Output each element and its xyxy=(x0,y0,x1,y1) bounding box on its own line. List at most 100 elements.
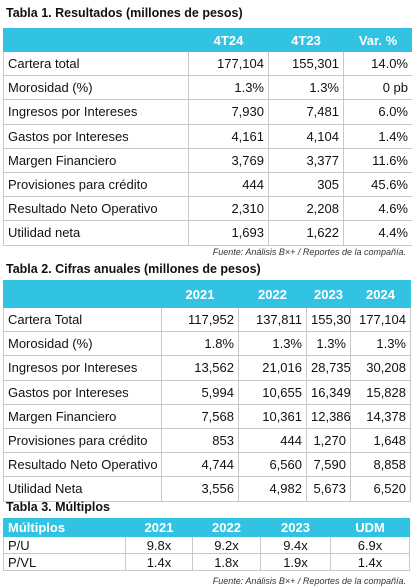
table-cell: P/U xyxy=(4,537,126,554)
table-cell: 15,828 xyxy=(351,380,411,404)
table-title: Tabla 3. Múltiplos xyxy=(6,500,110,514)
table-cell: 853 xyxy=(162,428,239,452)
header-cell: 4T24 xyxy=(189,29,269,52)
table-row: Morosidad (%)1.3%1.3%0 pb xyxy=(4,76,412,100)
table-cell: 14,378 xyxy=(351,404,411,428)
table-cell: 3,556 xyxy=(162,477,239,501)
table-cell: 6,560 xyxy=(239,453,307,477)
table-cell: Ingresos por Intereses xyxy=(4,356,162,380)
table-cell: 7,930 xyxy=(189,100,269,124)
table-cell: 4,161 xyxy=(189,124,269,148)
table-cell: 0 pb xyxy=(344,76,412,100)
header-cell: 2024 xyxy=(351,281,411,308)
table-cell: 1.4x xyxy=(331,554,410,571)
table-title: Tabla 2. Cifras anuales (millones de pes… xyxy=(6,262,261,276)
table-cell: Cartera Total xyxy=(4,308,162,332)
table-cell: 6.0% xyxy=(344,100,412,124)
source-note: Fuente: Análisis B×+ / Reportes de la co… xyxy=(213,247,406,257)
table-cell: Resultado Neto Operativo xyxy=(4,453,162,477)
table-cell: 14.0% xyxy=(344,52,412,76)
table-cell: 4.6% xyxy=(344,197,412,221)
table-cell: 137,811 xyxy=(239,308,307,332)
header-cell: 2022 xyxy=(193,519,261,537)
table-title: Tabla 1. Resultados (millones de pesos) xyxy=(6,6,243,20)
table-cell: 8,858 xyxy=(351,453,411,477)
table-cell: 4,982 xyxy=(239,477,307,501)
table-row: Cartera Total117,952137,811155,301177,10… xyxy=(4,308,411,332)
table-cell: 1.4% xyxy=(344,124,412,148)
table-cell: 1.3% xyxy=(307,332,351,356)
table-cell: 1.3% xyxy=(189,76,269,100)
table-row: Morosidad (%)1.8%1.3%1.3%1.3% xyxy=(4,332,411,356)
table-cell: 28,735 xyxy=(307,356,351,380)
table-cell: 9.8x xyxy=(126,537,193,554)
table-cell: 6,520 xyxy=(351,477,411,501)
table-cell: 1.4x xyxy=(126,554,193,571)
table-cell: 1.8% xyxy=(162,332,239,356)
header-cell: 2023 xyxy=(261,519,331,537)
table-cell: 10,655 xyxy=(239,380,307,404)
table-cell: 7,568 xyxy=(162,404,239,428)
table-cell: 3,377 xyxy=(269,148,344,172)
table-cell: 9.2x xyxy=(193,537,261,554)
table-cell: 30,208 xyxy=(351,356,411,380)
table-cell: 4.4% xyxy=(344,221,412,245)
table-cell: Margen Financiero xyxy=(4,404,162,428)
header-cell: 2021 xyxy=(126,519,193,537)
table-cell: Utilidad Neta xyxy=(4,477,162,501)
table-cell: 9.4x xyxy=(261,537,331,554)
header-cell: 4T23 xyxy=(269,29,344,52)
table-cell: 16,349 xyxy=(307,380,351,404)
table-cell: 177,104 xyxy=(351,308,411,332)
table-cell: 1,693 xyxy=(189,221,269,245)
table-cell: 6.9x xyxy=(331,537,410,554)
header-cell: Múltiplos xyxy=(4,519,126,537)
table-cell: 1.3% xyxy=(239,332,307,356)
table-cell: Resultado Neto Operativo xyxy=(4,197,189,221)
table-cell: 1.3% xyxy=(269,76,344,100)
table-cell: Provisiones para crédito xyxy=(4,172,189,196)
table-cell: Margen Financiero xyxy=(4,148,189,172)
header-cell xyxy=(4,281,162,308)
table-cell: Gastos por Intereses xyxy=(4,380,162,404)
table-cell: P/VL xyxy=(4,554,126,571)
header-cell xyxy=(4,29,189,52)
table-cell: 444 xyxy=(189,172,269,196)
table-cell: 21,016 xyxy=(239,356,307,380)
table-cell: Gastos por Intereses xyxy=(4,124,189,148)
table-cell: 1,270 xyxy=(307,428,351,452)
header-cell: 2023 xyxy=(307,281,351,308)
table-cell: 4,104 xyxy=(269,124,344,148)
table-cell: 5,673 xyxy=(307,477,351,501)
table-cell: 2,310 xyxy=(189,197,269,221)
header-cell: 2022 xyxy=(239,281,307,308)
table-cell: Morosidad (%) xyxy=(4,76,189,100)
table-cell: 117,952 xyxy=(162,308,239,332)
table-cell: 13,562 xyxy=(162,356,239,380)
table-cell: 12,386 xyxy=(307,404,351,428)
table-cell: 5,994 xyxy=(162,380,239,404)
table-cell: 1,622 xyxy=(269,221,344,245)
table-cell: 1.3% xyxy=(351,332,411,356)
table-cell: 7,481 xyxy=(269,100,344,124)
table-cell: 155,301 xyxy=(269,52,344,76)
header-cell: Var. % xyxy=(344,29,412,52)
